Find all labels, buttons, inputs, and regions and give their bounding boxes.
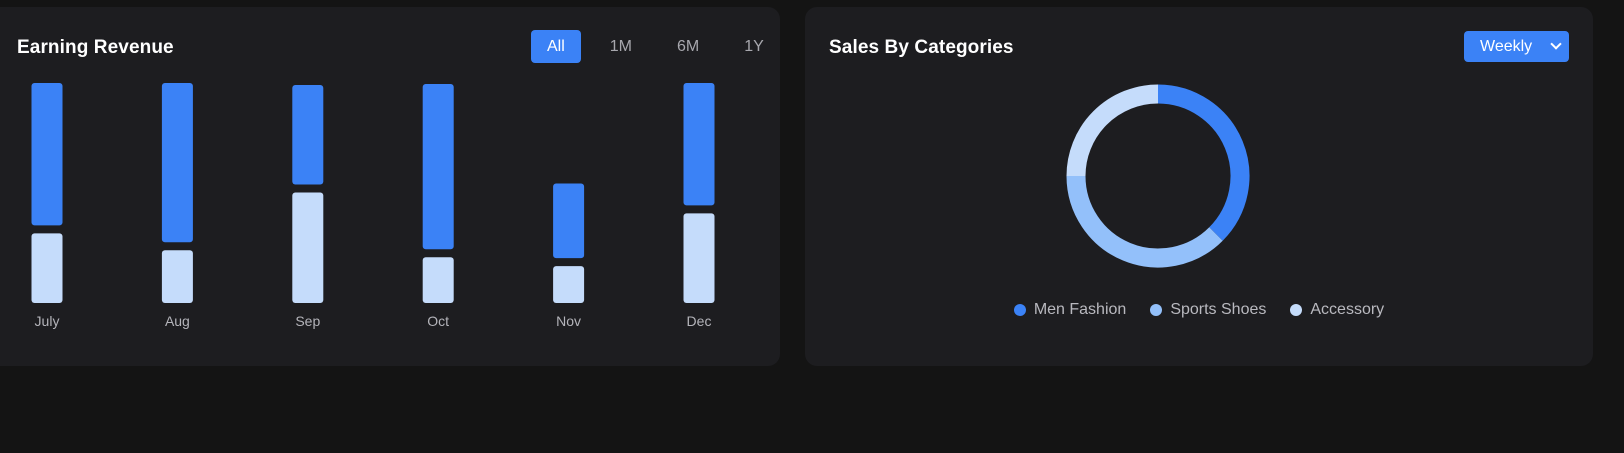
range-tabs: All 1M 6M 1Y [531,30,793,63]
bar-sep-segment-2[interactable] [292,84,324,185]
x-tick-label: Aug [165,313,190,329]
bar-oct-segment-1[interactable] [422,257,454,303]
donut-slice-accessory[interactable] [1066,84,1159,177]
range-tab-1m[interactable]: 1M [609,37,633,55]
legend-dot [1150,304,1163,316]
sales-donut-chart [1066,84,1250,268]
bar-july-segment-2[interactable] [31,82,63,226]
x-tick-label: Sep [295,313,320,329]
donut-legend: Men Fashion Sports Shoes Accessory [805,301,1593,319]
legend-label: Men Fashion [1033,301,1127,318]
revenue-bar-chart: July Aug Sep Oct Nov Dec [31,82,715,329]
earning-revenue-card: Earning Revenue All 1M 6M 1Y July Aug Sep O… [0,7,780,366]
bar-aug-segment-2[interactable] [161,82,193,243]
range-tab-1y[interactable]: 1Y [744,37,764,55]
bar-aug-segment-1[interactable] [161,250,193,303]
period-select[interactable]: Weekly [1464,31,1569,62]
bar-nov-segment-1[interactable] [553,266,585,303]
sales-by-categories-title: Sales By Categories [829,37,1014,58]
legend-item-accessory[interactable]: Accessory [1290,301,1384,319]
legend-label: Sports Shoes [1170,301,1267,318]
x-tick-label: Dec [687,313,712,329]
legend-item-men-fashion[interactable]: Men Fashion [1013,301,1127,319]
bar-dec-segment-2[interactable] [683,82,715,206]
bar-july-segment-1[interactable] [31,233,63,303]
bar-dec-segment-1[interactable] [683,213,715,303]
bar-sep-segment-1[interactable] [292,192,324,303]
x-tick-label: Nov [556,313,581,329]
legend-dot [1290,304,1303,316]
range-tab-6m[interactable]: 6M [677,37,700,55]
donut-slice-sports-shoes[interactable] [1066,175,1223,268]
x-tick-label: July [35,313,60,329]
period-select-value: Weekly [1480,37,1533,55]
sales-by-categories-card: Sales By Categories Weekly Men Fashion Sp… [805,7,1593,366]
earning-revenue-title: Earning Revenue [17,37,174,58]
x-tick-label: Oct [427,313,449,329]
range-tab-all[interactable]: All [531,30,581,63]
legend-item-sports-shoes[interactable]: Sports Shoes [1150,301,1266,319]
bar-nov-segment-2[interactable] [553,183,585,259]
legend-label: Accessory [1310,301,1385,318]
donut-slice-men-fashion[interactable] [1157,84,1250,241]
legend-dot [1013,304,1026,316]
bar-oct-segment-2[interactable] [422,83,454,250]
